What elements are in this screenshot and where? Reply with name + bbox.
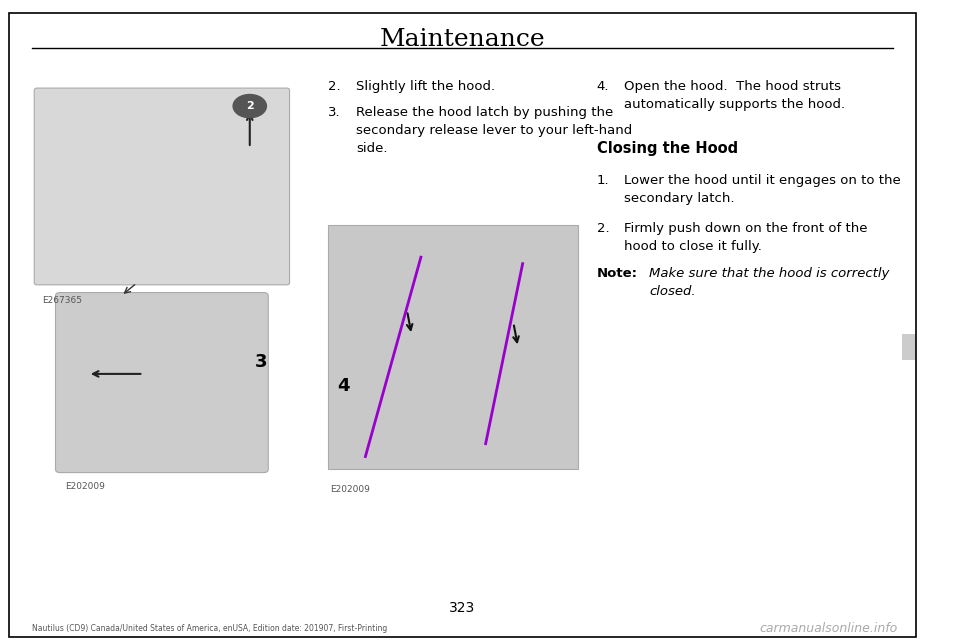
Text: Open the hood.  The hood struts
automatically supports the hood.: Open the hood. The hood struts automatic…	[624, 80, 846, 111]
FancyBboxPatch shape	[35, 88, 290, 285]
Text: Nautilus (CD9) Canada/United States of America, enUSA, Edition date: 201907, Fir: Nautilus (CD9) Canada/United States of A…	[33, 624, 388, 633]
Text: Release the hood latch by pushing the
secondary release lever to your left-hand
: Release the hood latch by pushing the se…	[356, 106, 633, 155]
Text: Lower the hood until it engages on to the
secondary latch.: Lower the hood until it engages on to th…	[624, 174, 901, 204]
FancyBboxPatch shape	[56, 293, 268, 473]
Text: Note:: Note:	[597, 267, 637, 280]
Circle shape	[233, 95, 267, 118]
Text: Firmly push down on the front of the
hood to close it fully.: Firmly push down on the front of the hoo…	[624, 222, 868, 253]
Text: 4.: 4.	[597, 80, 610, 93]
Text: E202009: E202009	[330, 485, 371, 494]
Text: carmanualsonline.info: carmanualsonline.info	[759, 622, 898, 635]
Text: Make sure that the hood is correctly
closed.: Make sure that the hood is correctly clo…	[649, 267, 890, 298]
Text: Slightly lift the hood.: Slightly lift the hood.	[356, 80, 495, 93]
Text: 2.: 2.	[328, 80, 341, 93]
Bar	[902, 334, 916, 360]
FancyBboxPatch shape	[328, 225, 578, 469]
Text: 323: 323	[449, 601, 475, 615]
Text: E267365: E267365	[41, 296, 82, 305]
Text: 2.: 2.	[597, 222, 610, 235]
Text: 1.: 1.	[597, 174, 610, 186]
Text: E202009: E202009	[64, 482, 105, 491]
Text: 4: 4	[338, 377, 350, 395]
Text: Maintenance: Maintenance	[380, 28, 545, 51]
Text: 3.: 3.	[328, 106, 341, 119]
Text: 2: 2	[246, 101, 253, 111]
Text: Closing the Hood: Closing the Hood	[597, 141, 738, 156]
Text: 3: 3	[254, 353, 267, 371]
